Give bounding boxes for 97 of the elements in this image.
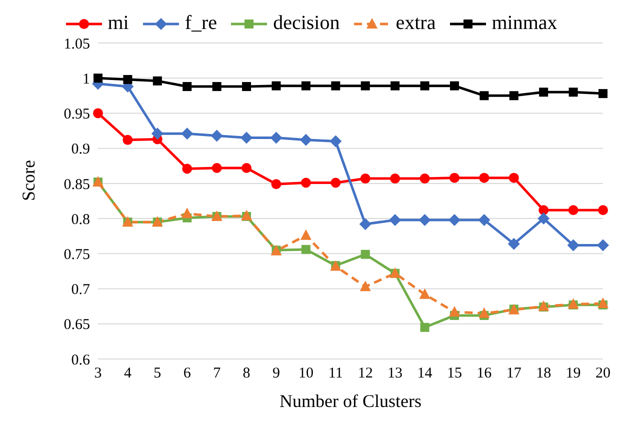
point <box>181 128 194 140</box>
x-tick-label: 5 <box>154 366 162 382</box>
y-tick-label: 0.7 <box>71 282 90 298</box>
y-tick-label: 0.6 <box>71 352 90 368</box>
point <box>538 205 549 216</box>
point <box>598 298 608 308</box>
x-tick-label: 19 <box>566 366 581 382</box>
point <box>301 244 310 254</box>
point <box>301 81 310 90</box>
x-tick-label: 16 <box>476 366 492 382</box>
point <box>360 174 370 184</box>
point <box>390 81 400 90</box>
point <box>331 81 340 90</box>
point <box>508 172 519 183</box>
y-tick-label: 0.8 <box>71 212 90 228</box>
x-tick-label: 3 <box>94 366 102 382</box>
point <box>360 250 370 259</box>
x-tick-label: 10 <box>298 366 314 382</box>
x-tick-label: 17 <box>506 366 522 382</box>
x-axis-title: Number of Clusters <box>280 391 422 411</box>
point <box>478 307 490 318</box>
point <box>330 178 341 188</box>
point <box>270 132 282 144</box>
point <box>539 88 548 97</box>
legend-label: minmax <box>492 12 558 35</box>
point <box>478 214 490 226</box>
point <box>210 130 223 142</box>
point <box>272 81 281 90</box>
point <box>420 174 430 184</box>
x-tick-label: 20 <box>596 366 610 382</box>
point <box>242 162 252 173</box>
point <box>449 172 460 183</box>
point <box>360 280 371 292</box>
point <box>598 205 608 216</box>
legend-label: extra <box>396 12 436 35</box>
legend-label: f_re <box>184 12 218 35</box>
point <box>330 135 342 148</box>
point <box>360 81 370 90</box>
point <box>420 81 430 90</box>
point <box>94 74 102 83</box>
point <box>508 238 520 250</box>
x-tick-label: 11 <box>328 366 343 382</box>
point <box>182 208 193 218</box>
point <box>538 300 550 311</box>
point <box>390 174 400 184</box>
point <box>359 218 372 230</box>
x-tick-label: 9 <box>272 366 280 382</box>
point <box>568 88 578 97</box>
point <box>479 172 490 183</box>
x-tick-label: 15 <box>446 366 462 382</box>
y-tick-label: 0.75 <box>64 246 90 263</box>
point <box>93 108 103 118</box>
point <box>271 179 282 190</box>
y-axis-title: Score <box>18 160 38 201</box>
x-tick-label: 14 <box>417 366 433 382</box>
x-tick-label: 7 <box>213 366 222 382</box>
y-tick-label: 1 <box>82 71 90 88</box>
legend-label: mi <box>108 12 129 35</box>
point <box>597 239 609 252</box>
legend-label: decision <box>273 12 340 35</box>
x-tick-label: 18 <box>536 366 552 382</box>
point <box>448 306 460 316</box>
point <box>240 132 253 144</box>
x-tick-label: 4 <box>124 366 132 382</box>
point <box>151 128 164 140</box>
point <box>567 239 580 252</box>
point <box>480 91 489 100</box>
point <box>182 164 192 174</box>
point <box>420 322 430 332</box>
x-tick-label: 12 <box>358 366 373 382</box>
point <box>212 82 222 92</box>
point <box>448 214 460 226</box>
point <box>152 76 162 86</box>
point <box>300 134 312 146</box>
point <box>509 91 518 100</box>
y-tick-label: 0.65 <box>64 317 90 334</box>
point <box>450 81 459 90</box>
x-tick-label: 13 <box>388 366 403 382</box>
point <box>123 75 132 84</box>
y-tick-label: 0.9 <box>71 142 90 158</box>
point <box>300 229 312 240</box>
point <box>212 162 222 173</box>
point <box>538 212 550 225</box>
point <box>122 134 133 145</box>
point <box>418 214 431 226</box>
y-tick-label: 0.85 <box>64 176 90 193</box>
point <box>182 82 192 92</box>
point <box>389 214 402 226</box>
x-tick-label: 8 <box>242 366 250 382</box>
point <box>419 288 430 299</box>
point <box>242 82 252 92</box>
point <box>598 89 608 98</box>
y-tick-label: 0.95 <box>64 106 90 123</box>
y-tick-label: 1.05 <box>64 36 90 52</box>
point <box>300 178 311 188</box>
point <box>568 205 578 216</box>
x-tick-label: 6 <box>183 366 192 382</box>
